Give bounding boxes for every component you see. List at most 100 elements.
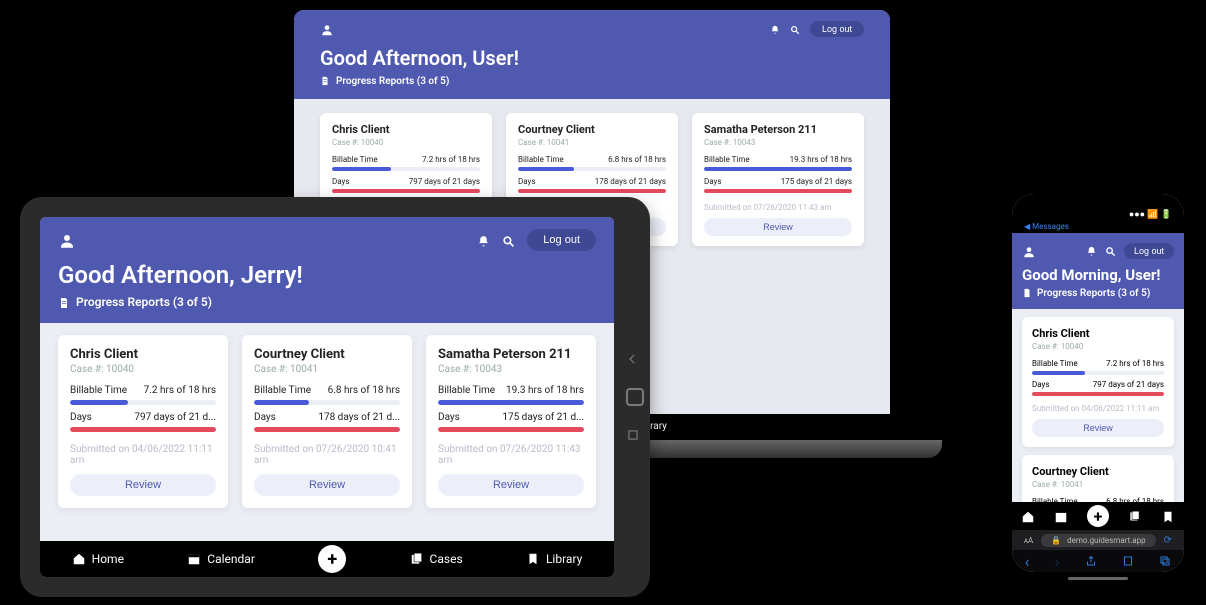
- days-row: Days797 days of 21 days: [1032, 380, 1164, 389]
- bell-icon[interactable]: [477, 231, 490, 250]
- client-name: Chris Client: [332, 123, 480, 136]
- phone-home-indicator: [1068, 577, 1128, 580]
- nav-calendar-label: Calendar: [207, 552, 255, 566]
- calendar-icon: [187, 552, 201, 567]
- days-bar: [704, 189, 852, 193]
- subhead: Progress Reports (3 of 5): [320, 76, 864, 87]
- billable-bar: [704, 167, 852, 171]
- phone-app-nav: +: [1012, 502, 1184, 530]
- billable-row: Billable Time19.3 hrs of 18 hrs: [704, 155, 852, 164]
- case-number: Case #: 10043: [438, 364, 584, 375]
- text-size-icon[interactable]: ᴀA: [1024, 536, 1033, 545]
- case-number: Case #: 10041: [1032, 480, 1164, 489]
- nav-cases[interactable]: [1128, 507, 1142, 526]
- document-icon: [1022, 288, 1032, 299]
- laptop-header: Log out Good Afternoon, User! Progress R…: [294, 10, 890, 99]
- nav-home[interactable]: Home: [72, 552, 124, 567]
- client-name: Chris Client: [1032, 327, 1164, 340]
- nav-home[interactable]: [1021, 507, 1035, 526]
- review-button[interactable]: Review: [254, 474, 400, 496]
- user-icon[interactable]: [58, 230, 76, 250]
- days-row: Days797 days of 21 days: [332, 177, 480, 186]
- days-bar: [518, 189, 666, 193]
- tablet-screen: Log out Good Afternoon, Jerry! Progress …: [40, 217, 614, 577]
- logout-button[interactable]: Log out: [1124, 243, 1174, 259]
- case-number: Case #: 10041: [254, 364, 400, 375]
- logout-button[interactable]: Log out: [527, 229, 596, 251]
- days-row: Days178 days of 21 d...: [254, 412, 400, 423]
- greeting-text: Good Afternoon, Jerry!: [58, 261, 596, 289]
- phone-address-bar: ᴀA 🔒 demo.guidesmart.app ⟳: [1012, 530, 1184, 550]
- bell-icon[interactable]: [1086, 241, 1097, 260]
- nav-add-button[interactable]: +: [1087, 505, 1109, 527]
- days-bar: [438, 427, 584, 432]
- days-bar: [1032, 392, 1164, 396]
- billable-bar: [438, 400, 584, 405]
- submitted-text: Submitted on 04/06/2022 11:11 am: [1032, 404, 1164, 413]
- nav-calendar[interactable]: [1054, 507, 1068, 526]
- nav-cases-label: Cases: [430, 552, 463, 566]
- recents-icon: [626, 428, 640, 442]
- submitted-text: Submitted on 07/26/2020 11:43 am: [704, 203, 852, 212]
- billable-bar: [518, 167, 666, 171]
- search-icon[interactable]: [502, 231, 515, 250]
- review-button[interactable]: Review: [704, 218, 852, 236]
- phone-safari-toolbar: ‹ ›: [1012, 550, 1184, 572]
- client-card: Chris Client Case #: 10040 Billable Time…: [1022, 317, 1174, 447]
- billable-row: Billable Time7.2 hrs of 18 hrs: [332, 155, 480, 164]
- document-icon: [58, 295, 70, 309]
- days-row: Days797 days of 21 d...: [70, 412, 216, 423]
- billable-row: Billable Time6.8 hrs of 18 hrs: [518, 155, 666, 164]
- tablet-cards-row: Chris Client Case #: 10040 Billable Time…: [40, 323, 614, 520]
- billable-row: Billable Time6.8 hrs of 18 hrs: [254, 385, 400, 396]
- case-number: Case #: 10041: [518, 138, 666, 147]
- status-icons: ●●● 📶 🔋: [1129, 209, 1172, 220]
- client-name: Samatha Peterson 211: [438, 347, 584, 362]
- search-icon[interactable]: [1105, 241, 1116, 260]
- greeting-text: Good Morning, User!: [1022, 266, 1174, 284]
- phone-notch: [1055, 194, 1141, 212]
- nav-library[interactable]: Library: [526, 552, 582, 567]
- messages-back[interactable]: ◀ Messages: [1012, 222, 1184, 233]
- tabs-icon[interactable]: [1159, 552, 1171, 571]
- search-icon[interactable]: [790, 20, 800, 39]
- phone-header: Log out Good Morning, User! Progress Rep…: [1012, 233, 1184, 309]
- review-button[interactable]: Review: [438, 474, 584, 496]
- greeting-text: Good Afternoon, User!: [320, 46, 864, 70]
- user-icon[interactable]: [1022, 241, 1036, 260]
- back-icon[interactable]: ‹: [1025, 552, 1030, 571]
- tablet-bottom-nav: Home Calendar + Cases Library: [40, 541, 614, 577]
- home-icon: [72, 552, 86, 567]
- client-name: Samatha Peterson 211: [704, 123, 852, 136]
- subhead-text: Progress Reports (3 of 5): [336, 76, 449, 87]
- nav-calendar[interactable]: Calendar: [187, 552, 255, 567]
- submitted-text: Submitted on 07/26/2020 11:43 am: [438, 444, 584, 466]
- bookmarks-icon[interactable]: [1122, 552, 1134, 571]
- logout-button[interactable]: Log out: [810, 21, 864, 37]
- reload-icon[interactable]: ⟳: [1164, 535, 1172, 546]
- case-number: Case #: 10040: [1032, 342, 1164, 351]
- nav-library[interactable]: [1161, 507, 1175, 526]
- review-button[interactable]: Review: [1032, 419, 1164, 437]
- subhead-text: Progress Reports (3 of 5): [76, 295, 212, 309]
- document-icon: [320, 76, 330, 87]
- url-pill[interactable]: 🔒 demo.guidesmart.app: [1041, 534, 1155, 547]
- days-row: Days175 days of 21 d...: [438, 412, 584, 423]
- days-bar: [332, 189, 480, 193]
- nav-library-label: Library: [546, 552, 582, 566]
- billable-bar: [254, 400, 400, 405]
- review-button[interactable]: Review: [70, 474, 216, 496]
- user-icon[interactable]: [320, 20, 334, 39]
- bell-icon[interactable]: [770, 20, 780, 39]
- days-row: Days178 days of 21 days: [518, 177, 666, 186]
- nav-add-button[interactable]: +: [318, 545, 346, 573]
- share-icon[interactable]: [1085, 552, 1097, 571]
- client-card: Courtney Client Case #: 10041 Billable T…: [242, 335, 412, 508]
- nav-cases[interactable]: Cases: [410, 552, 463, 567]
- case-number: Case #: 10043: [704, 138, 852, 147]
- client-card: Chris Client Case #: 10040 Billable Time…: [58, 335, 228, 508]
- submitted-text: Submitted on 07/26/2020 10:41 am: [254, 444, 400, 466]
- client-card: Samatha Peterson 211 Case #: 10043 Billa…: [426, 335, 596, 508]
- forward-icon[interactable]: ›: [1055, 552, 1060, 571]
- client-name: Courtney Client: [1032, 465, 1164, 478]
